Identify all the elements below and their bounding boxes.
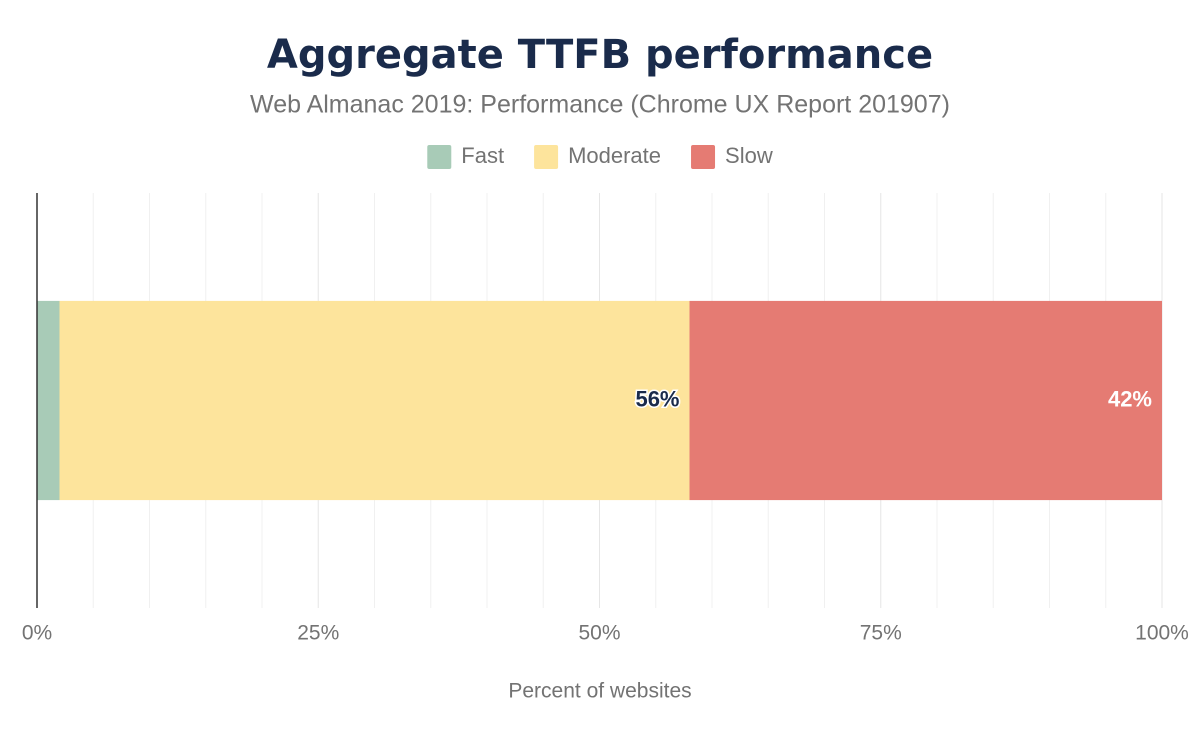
legend-swatch <box>427 145 452 169</box>
x-tick-label: 100% <box>1135 622 1189 645</box>
bar-segment <box>37 300 60 501</box>
x-axis-label: Percent of websites <box>508 680 691 703</box>
data-label: 56% <box>635 386 679 411</box>
chart-title: Aggregate TTFB performance <box>267 32 933 78</box>
bar-segment <box>689 300 1162 501</box>
legend-swatch <box>534 145 559 169</box>
x-tick-label: 25% <box>297 622 339 645</box>
chart-subtitle: Web Almanac 2019: Performance (Chrome UX… <box>250 91 950 119</box>
x-tick-label: 50% <box>578 622 620 645</box>
x-tick-label: 75% <box>860 622 902 645</box>
legend-item: Fast <box>427 143 504 169</box>
legend-label: Slow <box>725 143 773 168</box>
bar-segment <box>59 300 690 501</box>
legend-label: Moderate <box>568 143 661 168</box>
x-tick-label: 0% <box>22 622 52 645</box>
legend-swatch <box>691 145 716 169</box>
legend-item: Moderate <box>534 143 661 169</box>
legend-item: Slow <box>691 143 773 169</box>
legend-label: Fast <box>461 143 504 168</box>
data-label: 42% <box>1108 386 1152 411</box>
